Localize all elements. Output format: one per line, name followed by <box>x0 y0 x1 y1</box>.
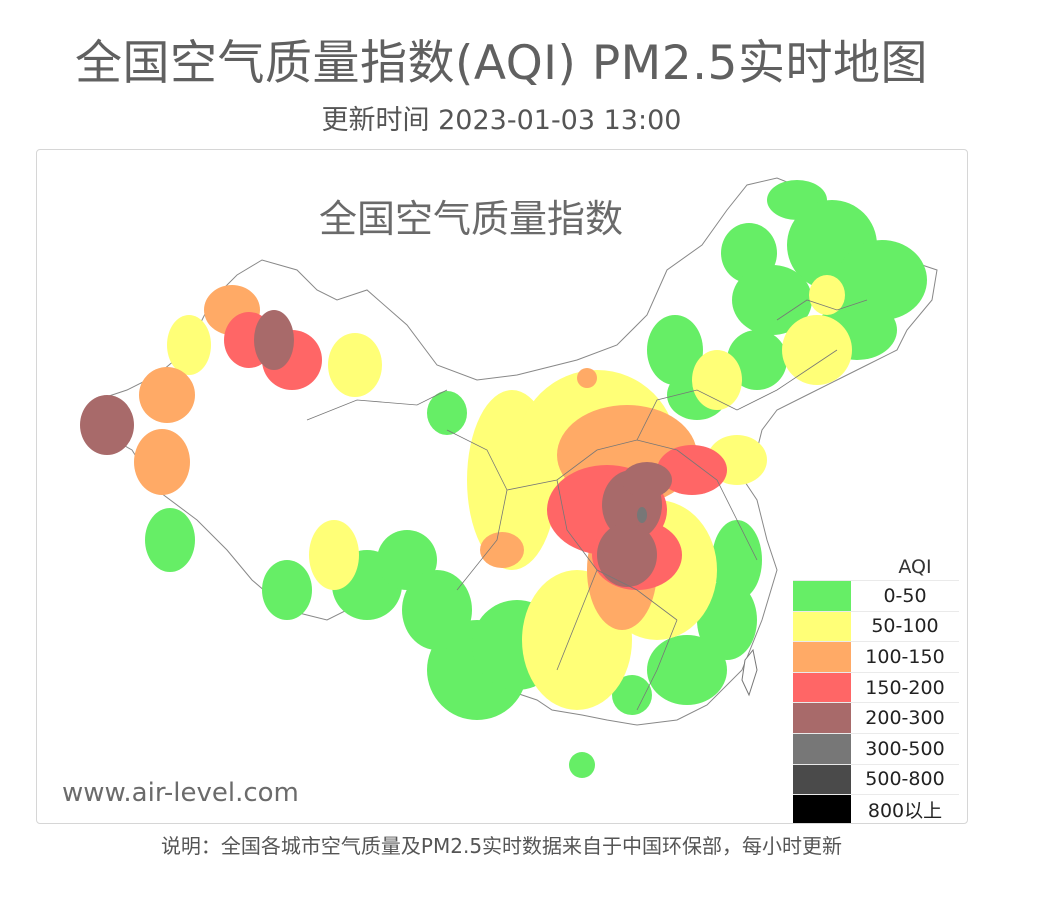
aqi-zone-very-unhealthy <box>80 310 672 587</box>
china-aqi-map <box>80 177 938 778</box>
legend-label: 100-150 <box>865 645 945 668</box>
legend-swatch <box>793 642 851 672</box>
taiwan-island <box>741 648 758 697</box>
aqi-zone-hazardous <box>637 507 647 523</box>
legend-row: 100-150 <box>793 641 959 672</box>
legend-label: 800以上 <box>867 800 943 823</box>
aqi-map-card: 全国空气质量指数 www.air-level.com AQI 0-50 50-1… <box>36 149 968 824</box>
legend-swatch <box>793 672 851 703</box>
province-borders <box>306 299 868 711</box>
legend-row: 150-200 <box>793 671 959 703</box>
legend-row: 300-500 <box>793 732 959 764</box>
legend-row: 500-800 <box>793 763 959 795</box>
legend-row: 0-50 <box>793 580 959 611</box>
legend-label: 300-500 <box>865 737 945 760</box>
footer-note: 说明：全国各城市空气质量及PM2.5实时数据来自于中国环保部，每小时更新 <box>160 834 843 858</box>
legend-label: 500-800 <box>865 768 945 791</box>
legend-label: 50-100 <box>871 615 939 638</box>
legend-row: 200-300 <box>793 702 959 733</box>
legend-label: 0-50 <box>883 584 927 607</box>
legend-swatch <box>793 703 851 733</box>
map-heading: 全国空气质量指数 <box>319 197 624 241</box>
legend-label: 150-200 <box>865 676 945 699</box>
update-time: 更新时间 2023-01-03 13:00 <box>321 105 682 136</box>
legend-swatch <box>793 795 851 823</box>
aqi-legend: AQI 0-50 50-100 100-150 150-200 200-300 … <box>793 554 959 823</box>
legend-swatch <box>793 733 851 764</box>
page-title: 全国空气质量指数(AQI) PM2.5实时地图 <box>75 36 928 91</box>
legend-swatch <box>793 764 851 795</box>
legend-row: 50-100 <box>793 610 959 642</box>
legend-swatch <box>793 581 851 611</box>
site-watermark: www.air-level.com <box>62 778 299 808</box>
aqi-zone-good <box>145 180 927 778</box>
legend-swatch <box>793 611 851 642</box>
legend-title: AQI <box>898 556 932 578</box>
legend-row: 800以上 <box>793 794 959 823</box>
legend-label: 200-300 <box>865 707 945 730</box>
